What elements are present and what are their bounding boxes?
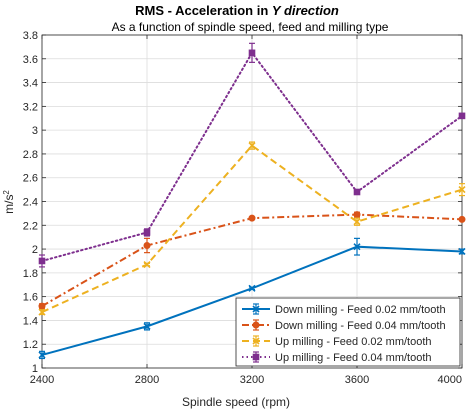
legend-label: Down milling - Feed 0.02 mm/tooth bbox=[275, 304, 446, 316]
square-marker bbox=[38, 257, 46, 265]
y-tick-label: 1 bbox=[32, 363, 38, 375]
y-tick-label: 3.6 bbox=[23, 54, 38, 66]
circle-marker bbox=[252, 321, 260, 329]
square-marker bbox=[458, 112, 466, 120]
x-tick-label: 2400 bbox=[30, 374, 54, 386]
y-tick-label: 3.4 bbox=[23, 78, 38, 90]
y-axis-label: m/s2 bbox=[2, 190, 17, 214]
circle-marker bbox=[248, 214, 256, 222]
legend-item: Down milling - Feed 0.04 mm/tooth bbox=[242, 319, 446, 332]
x-axis-label: Spindle speed (rpm) bbox=[182, 395, 290, 409]
y-tick-label: 3 bbox=[32, 125, 38, 137]
y-tick-label: 1.6 bbox=[23, 292, 38, 304]
chart-title: RMS - Acceleration in Y direction bbox=[135, 3, 339, 18]
legend-item: Up milling - Feed 0.04 mm/tooth bbox=[242, 351, 432, 364]
y-tick-label: 2 bbox=[32, 244, 38, 256]
y-tick-label: 2.2 bbox=[23, 220, 38, 232]
circle-marker bbox=[353, 211, 361, 219]
legend-label: Down milling - Feed 0.04 mm/tooth bbox=[275, 320, 446, 332]
cross-marker bbox=[252, 337, 260, 345]
cross-marker bbox=[248, 142, 256, 150]
square-marker bbox=[252, 353, 260, 361]
cross-marker bbox=[143, 322, 151, 330]
y-tick-label: 2.4 bbox=[23, 197, 38, 209]
series-layer bbox=[38, 42, 466, 360]
y-tick-label: 1.4 bbox=[23, 315, 38, 327]
series-2 bbox=[38, 211, 466, 310]
circle-marker bbox=[143, 242, 151, 250]
ticks: 1 1.2 1.4 1.6 1.8 2 2.2 2.4 2.6 2.8 3 3.2 3.4 3.6 3.8 2… bbox=[23, 30, 463, 386]
series-4 bbox=[38, 42, 466, 268]
y-axis-label-exponent: 2 bbox=[2, 190, 11, 195]
cross-marker bbox=[353, 218, 361, 226]
y-tick-label: 2.8 bbox=[23, 149, 38, 161]
cross-marker bbox=[248, 284, 256, 292]
circle-marker bbox=[38, 302, 46, 310]
cross-marker bbox=[38, 351, 46, 359]
series-1 bbox=[38, 237, 466, 360]
legend-item: Up milling - Feed 0.02 mm/tooth bbox=[242, 335, 432, 348]
legend-item: Down milling - Feed 0.02 mm/tooth bbox=[242, 303, 446, 316]
legend-box bbox=[235, 297, 461, 367]
chart-title-part-2: Y direction bbox=[272, 3, 339, 18]
cross-marker bbox=[143, 260, 151, 269]
series-3 bbox=[38, 141, 466, 316]
y-tick-label: 3.8 bbox=[23, 30, 38, 42]
cross-marker bbox=[353, 243, 361, 251]
y-tick-label: 1.8 bbox=[23, 268, 38, 280]
x-tick-label: 3600 bbox=[345, 374, 369, 386]
square-marker bbox=[248, 49, 256, 57]
legend-label: Up milling - Feed 0.04 mm/tooth bbox=[275, 352, 432, 364]
y-tick-label: 1.2 bbox=[23, 339, 38, 351]
square-marker bbox=[353, 188, 361, 196]
cross-marker bbox=[458, 186, 466, 194]
legend-label: Up milling - Feed 0.02 mm/tooth bbox=[275, 336, 432, 348]
circle-marker bbox=[458, 215, 466, 223]
x-tick-label: 3200 bbox=[240, 374, 264, 386]
chart-subtitle: As a function of spindle speed, feed and… bbox=[112, 20, 389, 34]
square-marker bbox=[143, 229, 151, 236]
y-tick-label: 3.2 bbox=[23, 101, 38, 113]
y-tick-label: 2.6 bbox=[23, 173, 38, 185]
x-tick-label: 2800 bbox=[135, 374, 159, 386]
chart-title-part-1: RMS - Acceleration in bbox=[135, 3, 272, 18]
series-line bbox=[41, 144, 463, 314]
cross-marker bbox=[38, 308, 46, 316]
cross-marker bbox=[252, 305, 260, 313]
legend: Down milling - Feed 0.02 mm/tooth Down mi… bbox=[235, 297, 461, 367]
y-axis-label-unit: m/s bbox=[2, 195, 16, 214]
x-tick-label: 4000 bbox=[438, 374, 462, 386]
cross-marker bbox=[458, 247, 466, 256]
